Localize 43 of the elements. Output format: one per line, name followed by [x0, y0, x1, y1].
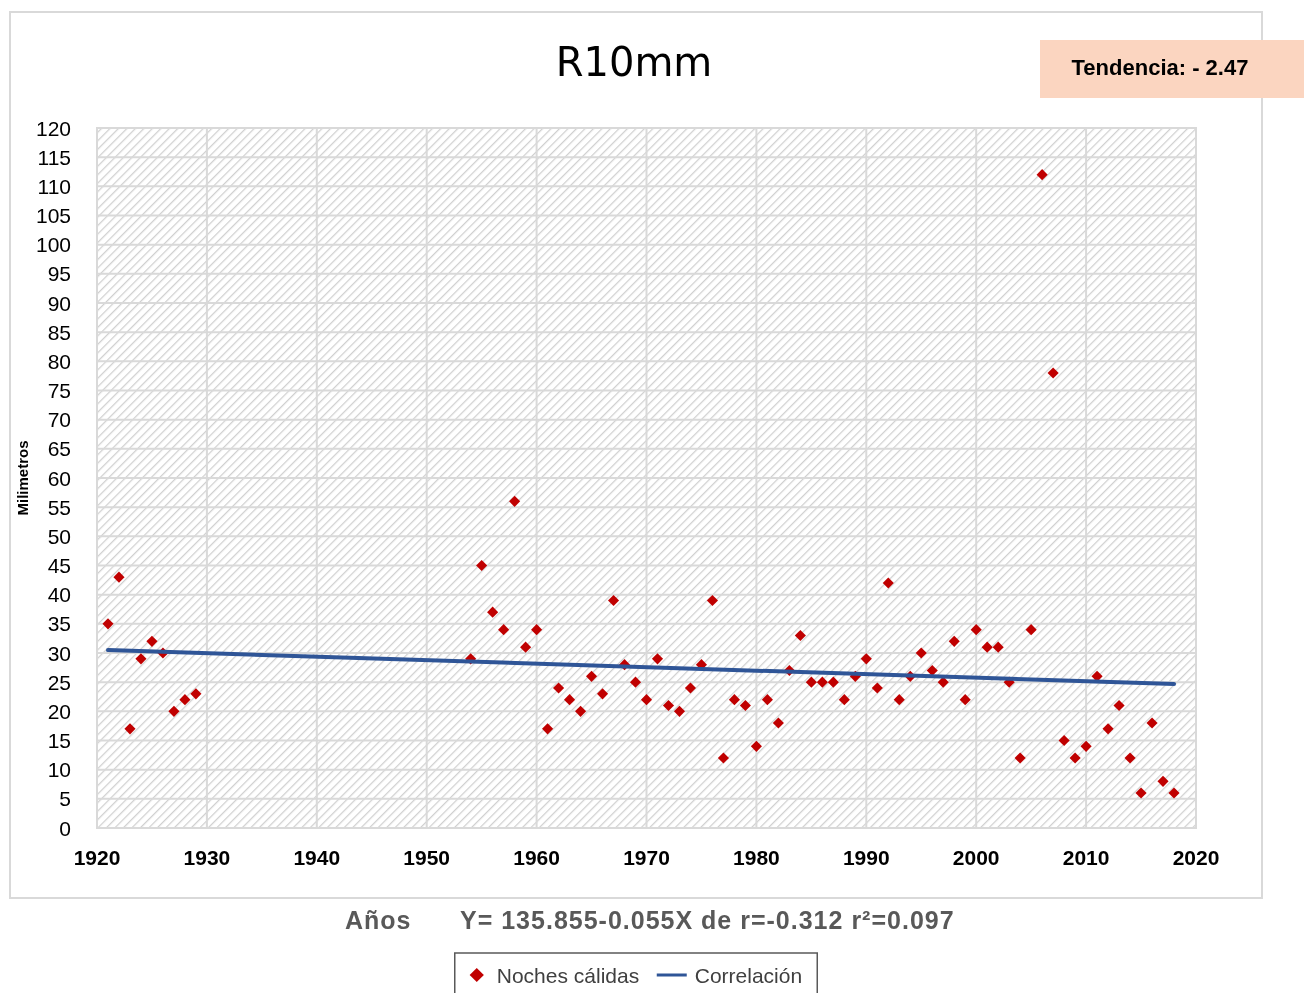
- y-tick-label: 25: [47, 670, 71, 694]
- x-tick-label: 1990: [842, 846, 890, 869]
- x-tick-label: 1980: [733, 846, 780, 869]
- y-tick-label: 60: [47, 466, 71, 490]
- y-tick-label: 45: [47, 554, 71, 577]
- y-tick-label: 0: [59, 816, 71, 840]
- x-tick-label: 1960: [513, 846, 560, 869]
- x-tick-label: 2010: [1062, 846, 1110, 869]
- y-tick-label: 50: [47, 524, 71, 548]
- y-tick-label: 110: [37, 174, 71, 198]
- x-tick-label: 1950: [403, 846, 451, 869]
- y-tick-label: 90: [47, 291, 71, 315]
- y-tick-label: 35: [47, 612, 71, 636]
- y-tick-label: 30: [47, 641, 71, 665]
- y-tick-label: 20: [47, 699, 71, 723]
- text: Y= 135.855-0.055X de r=-0.312 r²=0.097: [460, 906, 955, 934]
- x-tick-label: 2020: [1172, 846, 1220, 869]
- x-axis-title: Años: [345, 906, 412, 934]
- y-tick-label: 15: [47, 729, 71, 752]
- y-tick-label: 40: [47, 583, 71, 607]
- y-tick-label: 55: [47, 495, 71, 519]
- y-tick-label: 5: [59, 787, 71, 811]
- chart-title: R10mm: [555, 39, 713, 85]
- y-tick-label: 95: [47, 262, 71, 286]
- x-tick-label: 1930: [183, 846, 231, 869]
- y-tick-label: 115: [37, 145, 71, 169]
- y-tick-label: 85: [47, 320, 71, 344]
- y-tick-label: 105: [35, 204, 71, 227]
- y-tick-label: 10: [47, 758, 71, 782]
- x-tick-label: 1920: [73, 846, 121, 869]
- y-tick-label: 120: [35, 116, 71, 140]
- y-tick-label: 65: [47, 437, 71, 461]
- y-tick-label: 100: [35, 233, 71, 257]
- y-tick-label: 75: [47, 379, 71, 402]
- legend-label: Correlación: [694, 963, 803, 987]
- y-tick-label: 70: [47, 408, 71, 432]
- x-tick-label: 1970: [623, 846, 670, 869]
- y-tick-label: 80: [47, 349, 71, 373]
- text: Tendencia: - 2.47: [1071, 55, 1249, 80]
- y-axis-title: Milimetros: [14, 440, 31, 516]
- x-tick-label: 1940: [293, 846, 341, 869]
- x-tick-label: 2000: [952, 846, 1000, 869]
- legend-label: Noches cálidas: [496, 963, 640, 987]
